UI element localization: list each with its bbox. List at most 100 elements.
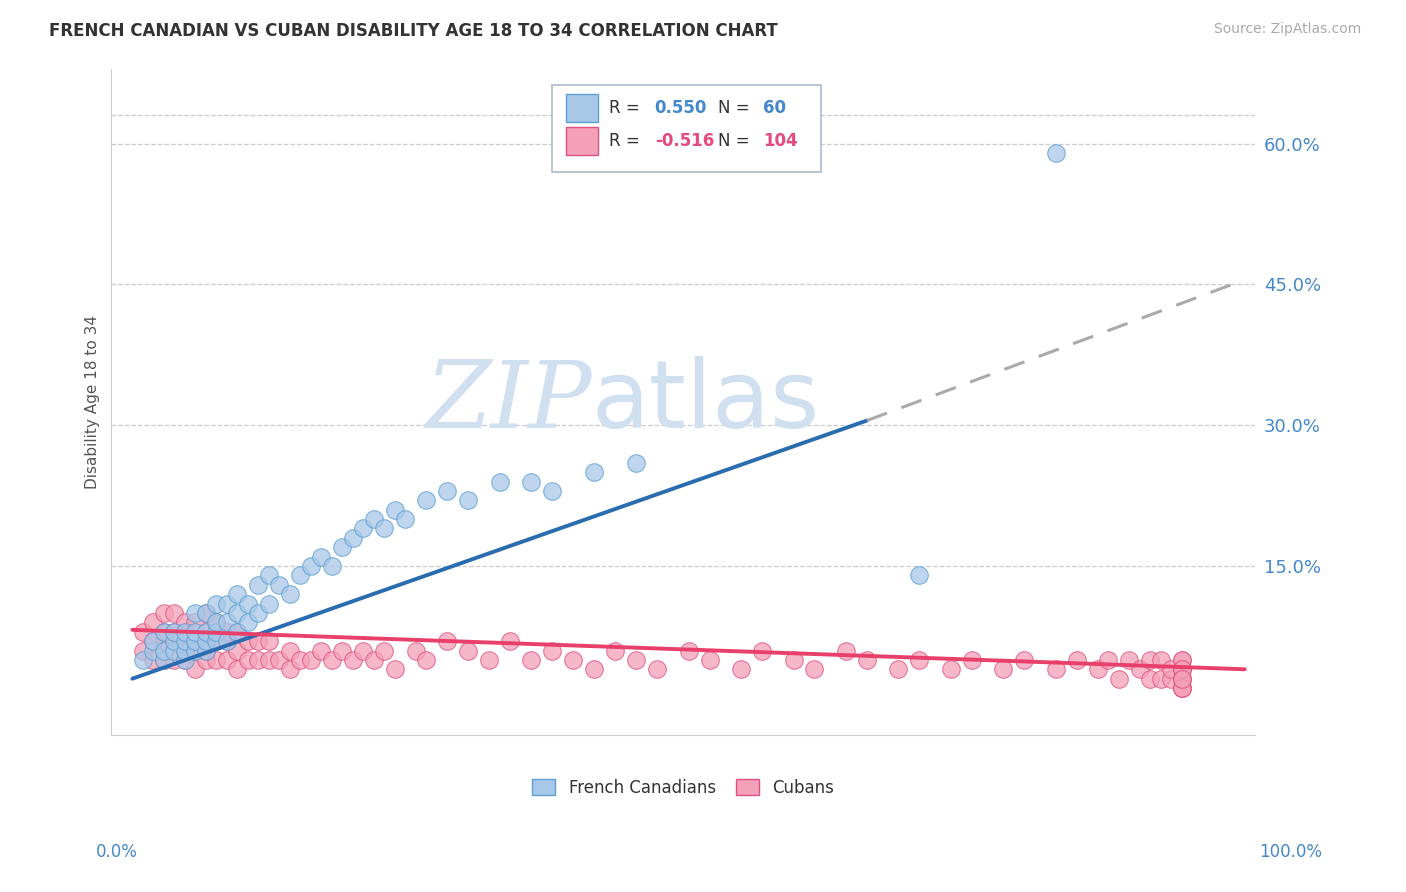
Point	[163, 634, 186, 648]
Point	[415, 653, 437, 667]
Point	[142, 615, 165, 630]
Point	[184, 624, 207, 639]
Point	[1087, 662, 1109, 676]
Point	[1150, 672, 1173, 686]
Point	[678, 643, 700, 657]
Text: 0.550: 0.550	[655, 99, 707, 117]
Point	[163, 606, 186, 620]
Point	[541, 643, 564, 657]
Point	[311, 549, 333, 564]
Point	[215, 634, 238, 648]
Point	[939, 662, 962, 676]
Point	[194, 606, 217, 620]
Point	[1150, 653, 1173, 667]
Point	[1171, 681, 1194, 695]
Point	[405, 643, 427, 657]
Point	[373, 521, 395, 535]
Point	[247, 578, 270, 592]
Point	[173, 653, 195, 667]
Text: N =: N =	[717, 132, 755, 150]
Point	[856, 653, 879, 667]
Point	[1066, 653, 1088, 667]
Legend: French Canadians, Cubans: French Canadians, Cubans	[526, 772, 841, 804]
FancyBboxPatch shape	[565, 128, 598, 155]
Point	[205, 597, 228, 611]
Point	[478, 653, 501, 667]
Point	[960, 653, 983, 667]
Text: 60: 60	[763, 99, 786, 117]
Point	[1139, 672, 1161, 686]
Point	[993, 662, 1015, 676]
Point	[730, 662, 752, 676]
Point	[363, 653, 385, 667]
Point	[541, 483, 564, 498]
Point	[1171, 653, 1194, 667]
Point	[278, 587, 301, 601]
Point	[236, 615, 259, 630]
Point	[835, 643, 858, 657]
Point	[269, 653, 291, 667]
Point	[153, 624, 176, 639]
Point	[384, 662, 406, 676]
Point	[163, 653, 186, 667]
Point	[173, 634, 195, 648]
Point	[1171, 672, 1194, 686]
Point	[173, 624, 195, 639]
Point	[142, 634, 165, 648]
Point	[184, 643, 207, 657]
Point	[908, 568, 931, 582]
Point	[436, 483, 458, 498]
Point	[142, 634, 165, 648]
Point	[236, 634, 259, 648]
Point	[205, 634, 228, 648]
Point	[226, 624, 249, 639]
Point	[342, 653, 364, 667]
Point	[163, 643, 186, 657]
Point	[499, 634, 522, 648]
Point	[184, 643, 207, 657]
Point	[436, 634, 458, 648]
Point	[603, 643, 626, 657]
Point	[908, 653, 931, 667]
Point	[215, 615, 238, 630]
Point	[142, 653, 165, 667]
Point	[290, 568, 312, 582]
Point	[415, 493, 437, 508]
Y-axis label: Disability Age 18 to 34: Disability Age 18 to 34	[86, 315, 100, 489]
Point	[1171, 653, 1194, 667]
Point	[173, 653, 195, 667]
Point	[142, 643, 165, 657]
Point	[269, 578, 291, 592]
Point	[194, 624, 217, 639]
Point	[257, 568, 280, 582]
Point	[751, 643, 773, 657]
Point	[215, 597, 238, 611]
Point	[782, 653, 804, 667]
Point	[257, 634, 280, 648]
Point	[194, 643, 217, 657]
Point	[520, 475, 543, 489]
Point	[1118, 653, 1140, 667]
Point	[321, 559, 343, 574]
Point	[1160, 672, 1182, 686]
Point	[257, 597, 280, 611]
Point	[173, 643, 195, 657]
Point	[352, 643, 374, 657]
Point	[153, 606, 176, 620]
Point	[1129, 662, 1152, 676]
Point	[247, 634, 270, 648]
Point	[699, 653, 721, 667]
Point	[624, 653, 647, 667]
Point	[153, 643, 176, 657]
Point	[173, 624, 195, 639]
Point	[173, 615, 195, 630]
Point	[488, 475, 510, 489]
Point	[215, 634, 238, 648]
Point	[562, 653, 585, 667]
Text: R =: R =	[609, 132, 645, 150]
Point	[1171, 681, 1194, 695]
Point	[645, 662, 668, 676]
Point	[226, 624, 249, 639]
Text: R =: R =	[609, 99, 645, 117]
Point	[153, 624, 176, 639]
